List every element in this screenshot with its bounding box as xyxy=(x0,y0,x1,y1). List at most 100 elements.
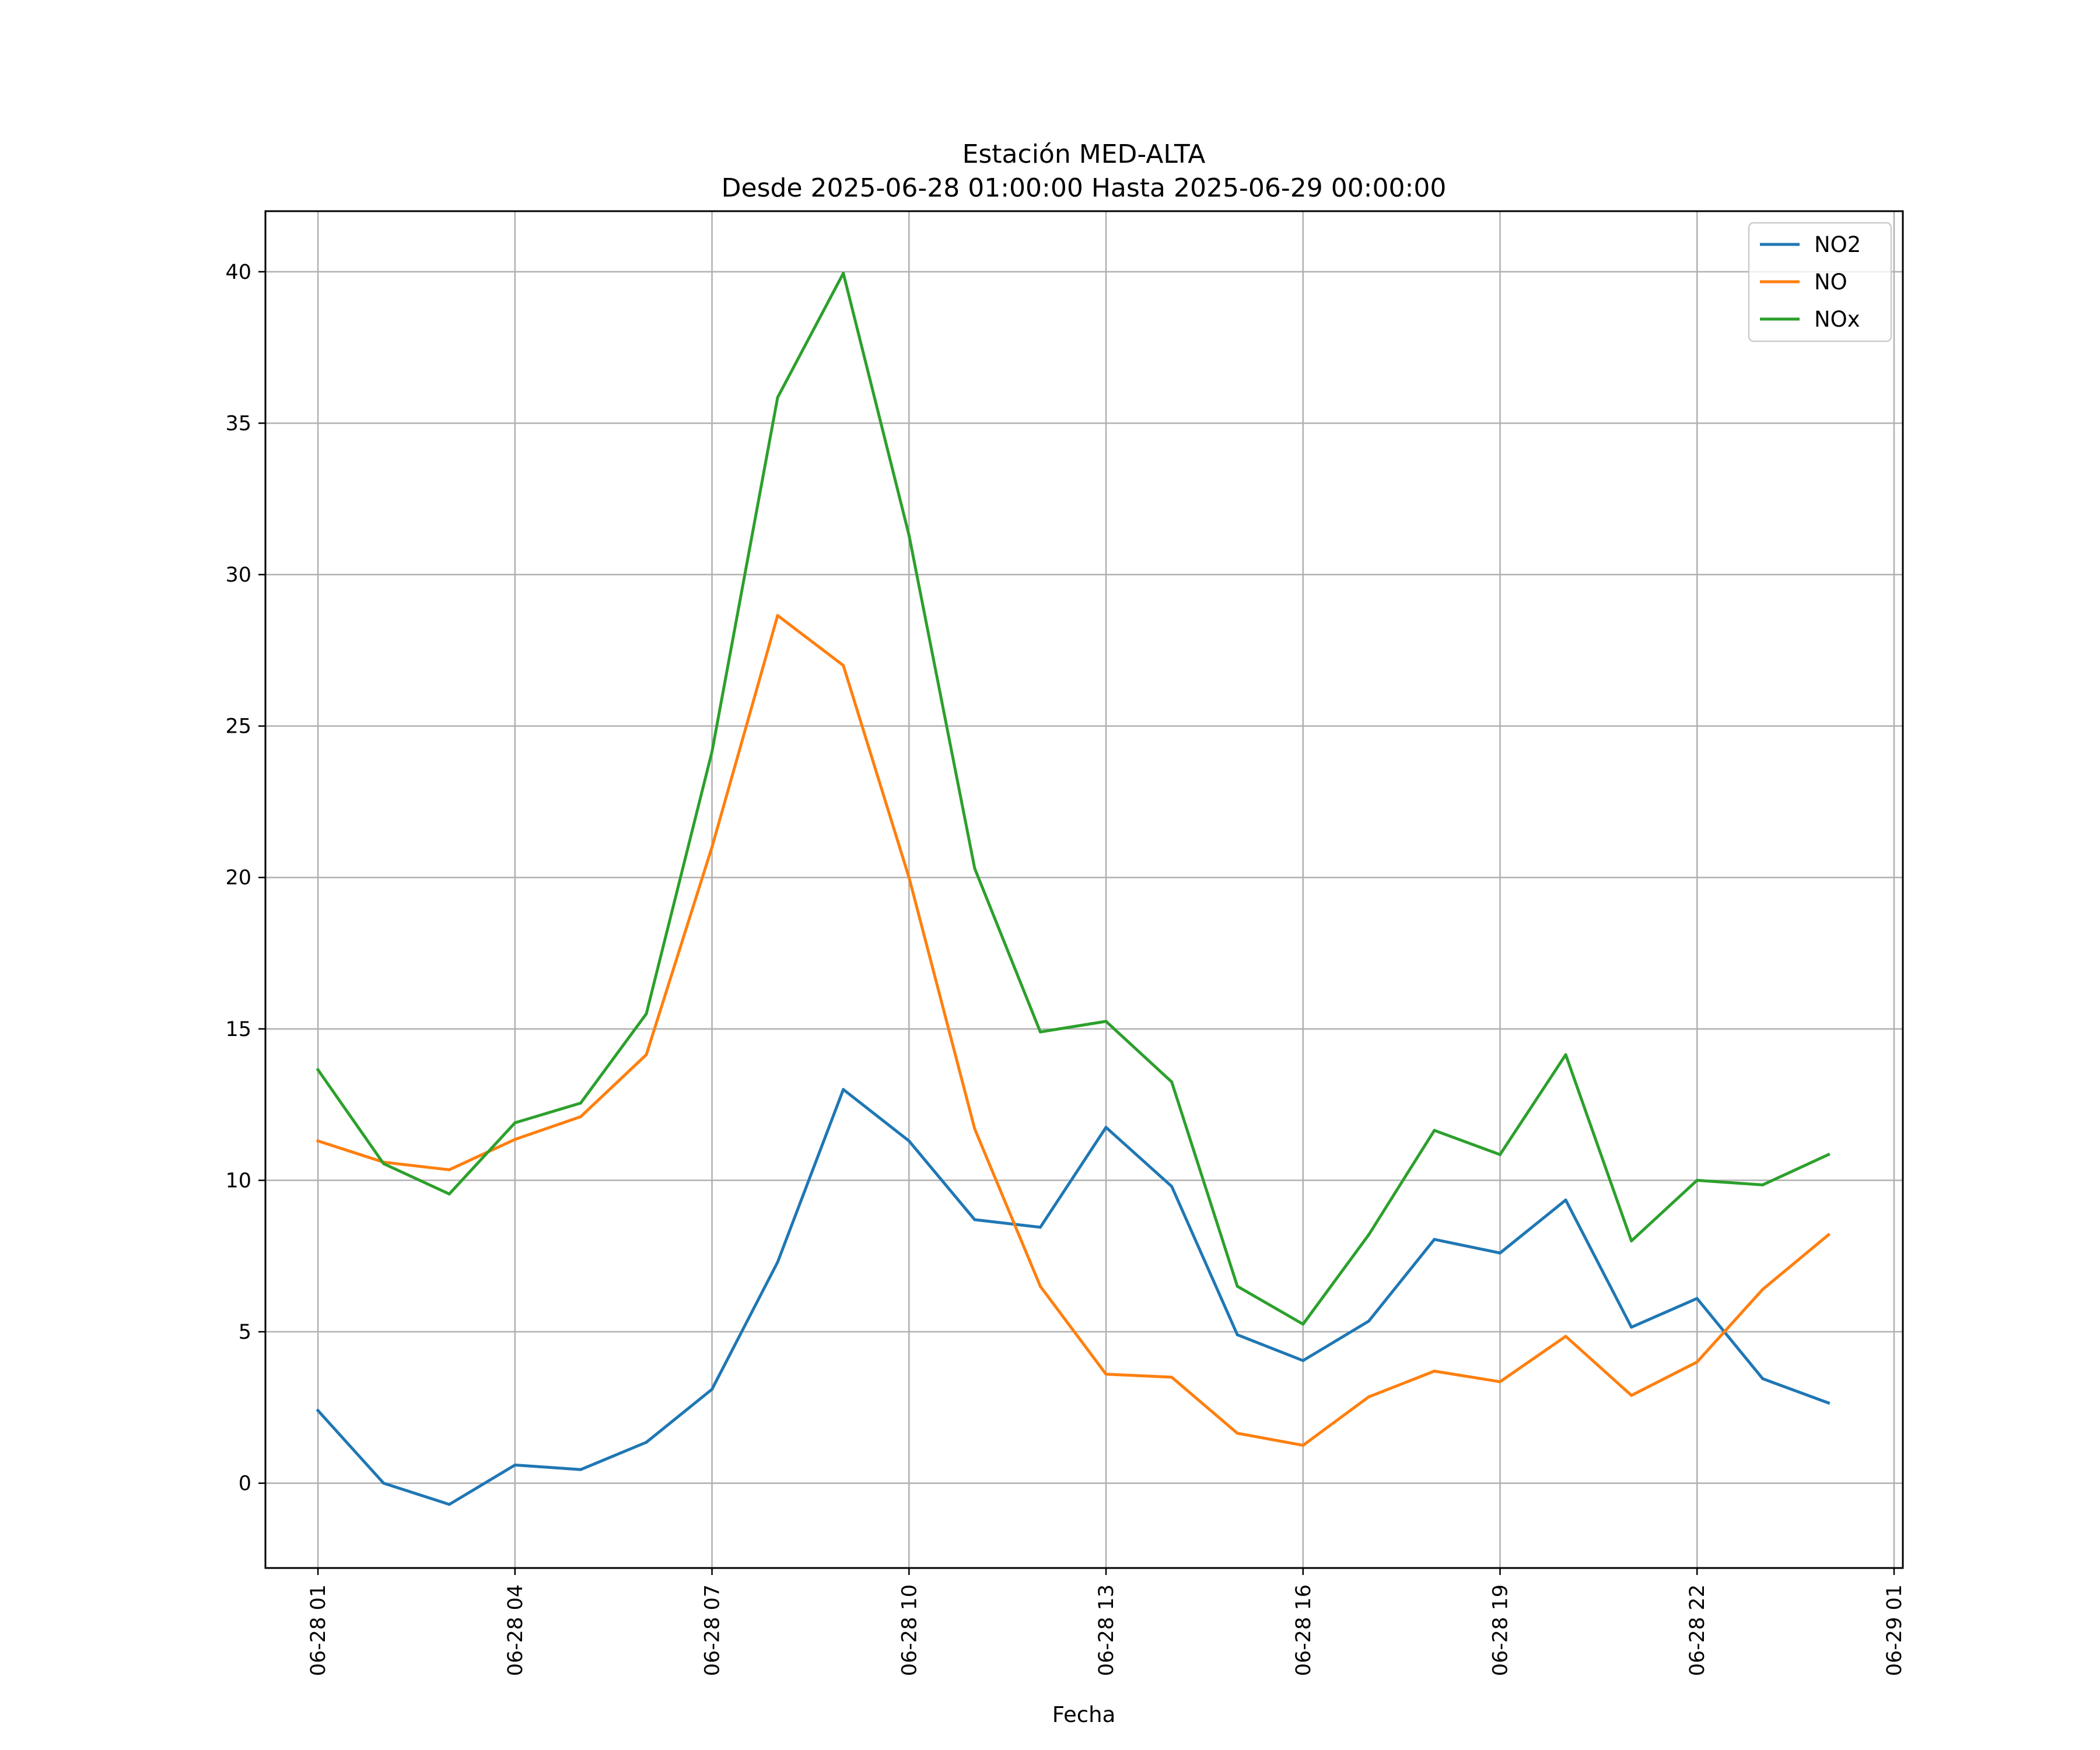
data-point-no xyxy=(447,1168,451,1171)
data-point-no xyxy=(1695,1360,1699,1364)
data-point-nox xyxy=(907,534,911,537)
data-point-nox xyxy=(710,750,714,754)
x-tick-label: 06-28 04 xyxy=(504,1584,527,1676)
data-point-nox xyxy=(1630,1239,1633,1242)
x-tick-label: 06-28 13 xyxy=(1095,1584,1118,1676)
legend-label-no: NO xyxy=(1814,270,1847,295)
data-point-no xyxy=(710,845,714,849)
data-point-no xyxy=(1499,1380,1502,1384)
data-point-no2 xyxy=(447,1503,451,1506)
data-point-nox xyxy=(1236,1284,1239,1288)
y-tick-label: 40 xyxy=(225,261,251,284)
data-point-no2 xyxy=(1695,1297,1699,1300)
data-point-no2 xyxy=(382,1482,386,1485)
data-point-nox xyxy=(1170,1080,1174,1084)
axis-ticks: 06-28 01 06-28 04 06-28 07 06-28 10 06-28 13… xyxy=(225,261,1906,1676)
plot-frame xyxy=(264,210,1904,1569)
data-point-no xyxy=(1630,1394,1633,1397)
data-point-no2 xyxy=(842,1088,845,1091)
data-point-nox xyxy=(447,1192,451,1196)
data-point-nox xyxy=(579,1101,582,1105)
data-point-no2 xyxy=(1367,1320,1370,1323)
legend-frame xyxy=(1748,222,1892,342)
data-point-no xyxy=(776,614,779,617)
data-point-no2 xyxy=(710,1388,714,1391)
data-point-no xyxy=(1236,1432,1239,1435)
series-lines xyxy=(316,271,1831,1506)
data-point-no2 xyxy=(1499,1251,1502,1255)
data-point-nox xyxy=(776,396,779,399)
data-point-nox xyxy=(1499,1153,1502,1156)
series-line-no2 xyxy=(316,1088,1831,1506)
data-point-no xyxy=(1826,1233,1830,1237)
series-line-no xyxy=(316,614,1831,1447)
data-point-no xyxy=(1367,1395,1370,1399)
y-tick-label: 15 xyxy=(225,1018,251,1041)
data-point-no2 xyxy=(1826,1401,1830,1405)
data-point-no2 xyxy=(1038,1226,1042,1229)
data-point-no2 xyxy=(1433,1238,1436,1241)
data-point-nox xyxy=(1761,1183,1765,1186)
data-point-nox xyxy=(1695,1178,1699,1182)
data-point-no xyxy=(907,876,911,879)
y-tick-label: 25 xyxy=(225,715,251,738)
data-point-no xyxy=(1104,1373,1108,1376)
data-point-nox xyxy=(973,867,977,870)
data-point-no xyxy=(645,1053,648,1056)
data-point-no2 xyxy=(316,1409,320,1412)
y-tick-label: 10 xyxy=(225,1169,251,1192)
data-point-no xyxy=(1564,1335,1567,1338)
x-tick-label: 06-28 10 xyxy=(898,1584,921,1676)
data-point-no2 xyxy=(776,1261,779,1264)
data-point-no2 xyxy=(1236,1333,1239,1336)
data-point-no2 xyxy=(1170,1185,1174,1188)
data-point-no2 xyxy=(1761,1377,1765,1381)
data-point-no xyxy=(1761,1287,1765,1291)
data-point-no xyxy=(1433,1370,1436,1373)
x-tick-label: 06-28 16 xyxy=(1292,1584,1315,1676)
data-point-no2 xyxy=(907,1139,911,1143)
x-tick-label: 06-28 07 xyxy=(701,1584,724,1676)
data-point-no2 xyxy=(513,1463,517,1466)
data-point-no xyxy=(1038,1284,1042,1288)
data-point-nox xyxy=(382,1162,386,1166)
data-point-nox xyxy=(1433,1129,1436,1132)
data-point-no2 xyxy=(1104,1126,1108,1129)
chart-subtitle: Desde 2025-06-28 01:00:00 Hasta 2025-06-… xyxy=(722,173,1447,203)
data-point-no xyxy=(316,1139,320,1143)
data-point-no xyxy=(579,1115,582,1118)
data-point-no xyxy=(1301,1444,1305,1447)
data-point-no xyxy=(842,664,845,667)
data-point-nox xyxy=(1564,1053,1567,1056)
data-point-no xyxy=(513,1138,517,1141)
x-tick-label: 06-29 01 xyxy=(1883,1584,1906,1676)
x-tick-label: 06-28 19 xyxy=(1489,1584,1513,1676)
data-point-no2 xyxy=(1564,1198,1567,1202)
y-tick-label: 35 xyxy=(225,412,251,435)
x-tick-label: 06-28 22 xyxy=(1686,1584,1709,1676)
x-tick-label: 06-28 01 xyxy=(307,1584,330,1676)
x-axis-label: Fecha xyxy=(1052,1702,1116,1727)
data-point-no2 xyxy=(1301,1359,1305,1362)
data-point-nox xyxy=(513,1121,517,1125)
data-point-nox xyxy=(1826,1153,1830,1156)
y-tick-label: 30 xyxy=(225,564,251,587)
y-tick-label: 5 xyxy=(239,1321,251,1344)
data-point-nox xyxy=(316,1068,320,1072)
data-point-no2 xyxy=(1630,1325,1633,1329)
y-tick-label: 20 xyxy=(225,866,251,890)
grid xyxy=(265,211,1903,1568)
data-point-no xyxy=(973,1127,977,1130)
data-point-nox xyxy=(1367,1233,1370,1237)
chart-title: Estación MED-ALTA xyxy=(963,139,1206,169)
data-point-nox xyxy=(842,271,845,275)
data-point-no2 xyxy=(973,1218,977,1222)
y-tick-label: 0 xyxy=(239,1472,251,1496)
legend-label-nox: NOx xyxy=(1814,307,1860,332)
legend: NO2 NO NOx xyxy=(1748,222,1892,342)
data-point-no2 xyxy=(645,1441,648,1444)
data-point-nox xyxy=(1104,1020,1108,1023)
data-point-no2 xyxy=(579,1468,582,1471)
legend-label-no2: NO2 xyxy=(1814,232,1861,257)
